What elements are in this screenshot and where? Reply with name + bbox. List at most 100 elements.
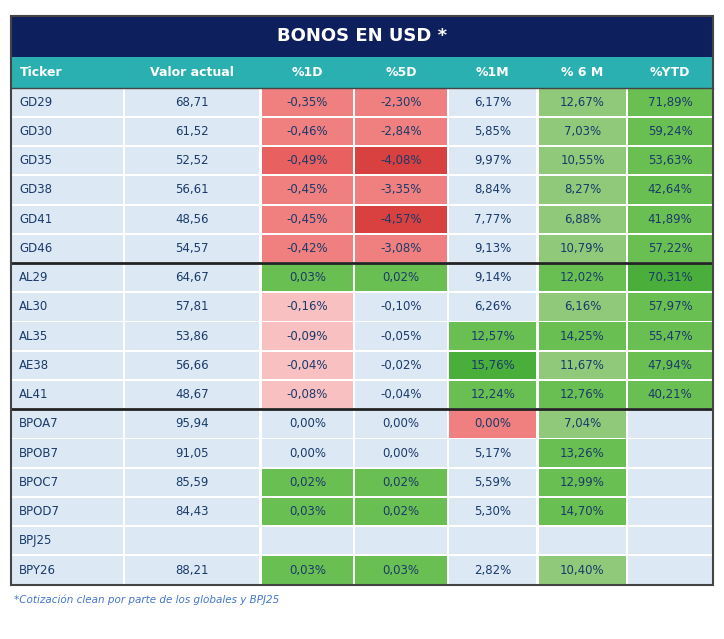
Bar (539, 89, 626, 116)
Text: 55,47%: 55,47% (648, 330, 693, 343)
Bar (539, 468, 626, 496)
Bar (261, 147, 353, 174)
Text: 8,84%: 8,84% (474, 183, 511, 196)
Bar (628, 206, 712, 233)
Bar (628, 176, 712, 204)
Bar (539, 206, 626, 233)
Bar (628, 235, 712, 262)
Text: 15,76%: 15,76% (471, 359, 515, 372)
Bar (628, 410, 712, 438)
Text: AL29: AL29 (20, 271, 49, 284)
Bar (539, 381, 626, 408)
Bar (449, 557, 536, 584)
Text: -0,02%: -0,02% (380, 359, 422, 372)
Bar (628, 147, 712, 174)
Bar (125, 147, 259, 174)
Text: 12,99%: 12,99% (560, 476, 605, 489)
Bar (261, 89, 353, 116)
Bar (539, 323, 626, 350)
Bar (261, 381, 353, 408)
Text: -0,35%: -0,35% (287, 96, 328, 109)
Bar (628, 323, 712, 350)
Bar (449, 147, 536, 174)
Text: %1D: %1D (292, 66, 323, 79)
Text: 57,22%: 57,22% (648, 242, 693, 255)
Text: BONOS EN USD *: BONOS EN USD * (277, 27, 447, 45)
Text: 84,43: 84,43 (175, 505, 209, 518)
Text: 0,02%: 0,02% (289, 476, 326, 489)
Bar (449, 410, 536, 438)
Bar (355, 293, 447, 321)
Text: Valor actual: Valor actual (151, 66, 235, 79)
Text: 0,00%: 0,00% (382, 447, 419, 459)
Bar (628, 557, 712, 584)
Text: 0,03%: 0,03% (382, 564, 419, 576)
Bar (628, 351, 712, 379)
Bar (355, 440, 447, 466)
Text: -0,16%: -0,16% (287, 300, 328, 313)
Text: 0,03%: 0,03% (289, 505, 326, 518)
Bar (539, 557, 626, 584)
Text: 12,76%: 12,76% (560, 388, 605, 401)
Bar (12, 440, 123, 466)
Text: GD30: GD30 (20, 125, 52, 138)
Text: 0,00%: 0,00% (289, 417, 326, 431)
Bar (628, 381, 712, 408)
Bar (355, 351, 447, 379)
Bar (125, 293, 259, 321)
Text: -4,08%: -4,08% (380, 154, 422, 167)
Text: 59,24%: 59,24% (648, 125, 693, 138)
Bar (125, 557, 259, 584)
Bar (12, 293, 123, 321)
Bar (355, 557, 447, 584)
Text: BPOB7: BPOB7 (20, 447, 59, 459)
Bar (12, 176, 123, 204)
Bar (539, 176, 626, 204)
Text: -2,30%: -2,30% (380, 96, 422, 109)
Bar (12, 235, 123, 262)
Bar (355, 89, 447, 116)
Bar (628, 293, 712, 321)
Bar (355, 468, 447, 496)
Text: *Cotización clean por parte de los globales y BPJ25: *Cotización clean por parte de los globa… (14, 594, 279, 604)
Bar (12, 323, 123, 350)
Text: -0,10%: -0,10% (380, 300, 422, 313)
Text: BPOC7: BPOC7 (20, 476, 59, 489)
Text: AL35: AL35 (20, 330, 49, 343)
Text: % 6 M: % 6 M (561, 66, 604, 79)
Text: -0,45%: -0,45% (287, 213, 328, 226)
Bar (261, 557, 353, 584)
Text: 5,59%: 5,59% (474, 476, 511, 489)
Bar (125, 440, 259, 466)
Bar (261, 264, 353, 291)
Text: 2,82%: 2,82% (474, 564, 511, 576)
Text: 6,26%: 6,26% (474, 300, 511, 313)
Bar (125, 176, 259, 204)
Text: GD38: GD38 (20, 183, 52, 196)
Bar (125, 381, 259, 408)
Bar (539, 293, 626, 321)
Text: -0,45%: -0,45% (287, 183, 328, 196)
Text: 61,52: 61,52 (175, 125, 209, 138)
Text: 70,31%: 70,31% (648, 271, 693, 284)
Text: BPOA7: BPOA7 (20, 417, 59, 431)
Text: 47,94%: 47,94% (648, 359, 693, 372)
Text: 54,57: 54,57 (175, 242, 209, 255)
Bar (355, 323, 447, 350)
Bar (449, 351, 536, 379)
Text: 68,71: 68,71 (175, 96, 209, 109)
Text: 7,03%: 7,03% (564, 125, 601, 138)
Text: 0,00%: 0,00% (382, 417, 419, 431)
Bar (628, 264, 712, 291)
Bar (628, 118, 712, 145)
Bar (261, 440, 353, 466)
Bar (449, 498, 536, 525)
Bar (12, 381, 123, 408)
Text: 0,02%: 0,02% (382, 476, 420, 489)
Text: -2,84%: -2,84% (380, 125, 422, 138)
Text: 7,77%: 7,77% (474, 213, 511, 226)
Text: -0,42%: -0,42% (287, 242, 328, 255)
Bar (125, 410, 259, 438)
Text: -0,49%: -0,49% (287, 154, 328, 167)
Text: -3,08%: -3,08% (380, 242, 421, 255)
